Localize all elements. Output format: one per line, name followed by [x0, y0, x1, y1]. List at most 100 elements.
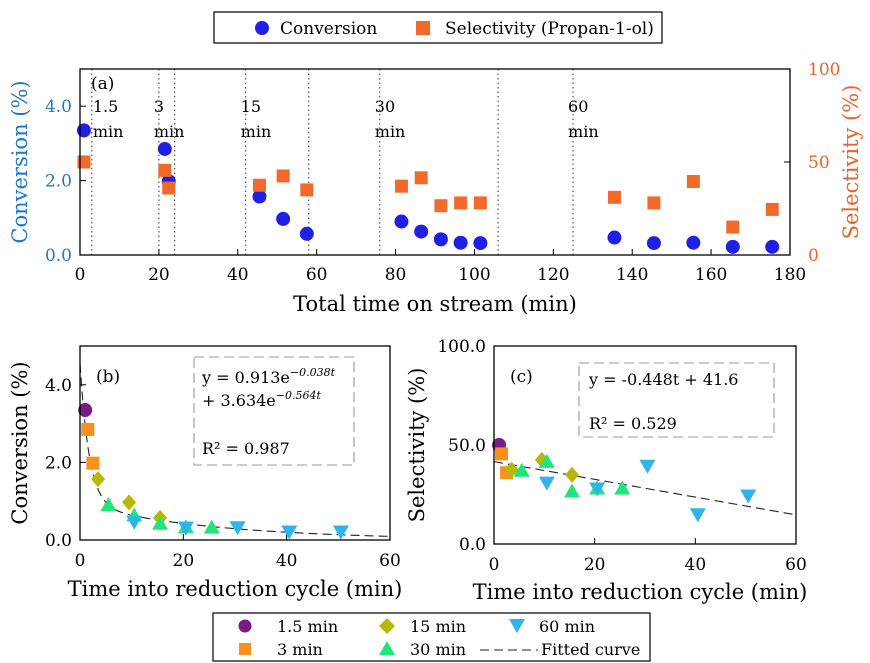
panel-b-fit-eq-line2: + 3.634e−0.564t: [202, 389, 321, 410]
panel-c-ytick-label: 100.0: [437, 337, 486, 357]
panel-c-triangle-up-point: [538, 453, 555, 468]
panel-c-square-point: [495, 447, 509, 461]
top-legend-frame: [213, 11, 663, 44]
selectivity-point: [158, 163, 172, 177]
panel-a-ylabel-left: Conversion (%): [8, 80, 32, 243]
panel-c-ytick-label: 50.0: [448, 436, 486, 456]
panel-a-right-ytick-label: 50: [808, 153, 830, 173]
panel-b-triangle-down-point: [332, 525, 349, 540]
panel-c-fit-eq: y = -0.448t + 41.6: [588, 370, 738, 389]
conversion-point: [252, 189, 267, 204]
conversion-point: [473, 236, 488, 251]
conversion-point: [433, 232, 448, 247]
panel-c-triangle-down-point: [689, 508, 706, 523]
cycle-label-unit: min: [241, 122, 272, 141]
cycle-label-unit: min: [93, 122, 124, 141]
panel-c-triangle-up-point: [614, 480, 631, 495]
selectivity-point: [394, 179, 408, 193]
conversion-point: [76, 123, 91, 138]
selectivity-point: [300, 183, 314, 197]
panel-b-square-point: [86, 456, 100, 470]
legend-60-min-label: 60 min: [539, 617, 595, 636]
panel-b-marks: [78, 403, 349, 540]
legend-15-min-marker: [379, 618, 395, 634]
panel-b-ytick-label: 4.0: [45, 376, 72, 396]
panel-b-xlabel: Time into reduction cycle (min): [68, 577, 403, 601]
cycle-label-value: 30: [375, 97, 395, 116]
panel-c-diamond-point: [504, 461, 519, 478]
panel-a-left-ytick-label: 4.0: [45, 97, 72, 117]
panel-a-frame: [79, 68, 791, 256]
cycle-label-unit: min: [568, 122, 599, 141]
panel-c-label: (c): [510, 367, 533, 387]
top-legend: Conversion Selectivity (Propan-1-ol): [213, 11, 663, 44]
legend-selectivity-marker: [416, 21, 430, 35]
legend-15-min-label: 15 min: [410, 617, 466, 636]
panel-b-ticks: 0 20 40 60 0.0 2.0 4.0: [45, 376, 401, 571]
selectivity-point: [607, 190, 621, 204]
panel-a-label: (a): [91, 74, 114, 94]
panel-a-cycle-labels: 1.5 min 3 min 15 min 30 min 60 min: [93, 97, 599, 141]
selectivity-point: [726, 220, 740, 234]
panel-a-xtick-label: 180: [774, 265, 806, 285]
legend-fit-label: Fitted curve: [541, 640, 640, 659]
panel-a-xlabel: Total time on stream (min): [293, 292, 577, 316]
conversion-point: [276, 211, 291, 226]
panel-a-xtick-label: 20: [148, 265, 170, 285]
cycle-label-value: 15: [241, 97, 261, 116]
panel-c-diamond-point: [565, 466, 580, 483]
panel-c-xtick-label: 40: [685, 555, 707, 575]
cycle-label-unit: min: [154, 122, 185, 141]
cycle-label-value: 1.5: [93, 97, 118, 116]
panel-b-xtick-label: 60: [379, 551, 401, 571]
cycle-label-value: 3: [154, 97, 164, 116]
legend-1-5-min-label: 1.5 min: [277, 617, 338, 636]
panel-a-xtick-label: 80: [385, 265, 407, 285]
panel-c-frame: [493, 345, 797, 545]
selectivity-point: [473, 196, 487, 210]
panel-a-xtick-label: 140: [616, 265, 648, 285]
selectivity-point: [434, 199, 448, 213]
panel-b-diamond-point: [91, 471, 106, 488]
conversion-point: [607, 230, 622, 245]
panel-b-xtick-label: 40: [276, 551, 298, 571]
panel-a-ticks: 0 20 40 60 80 100 120 140 160 180 0.0 2.0 4.0 0 50 100: [45, 60, 841, 285]
panel-a-xtick-label: 60: [306, 265, 328, 285]
selectivity-point: [454, 196, 468, 210]
panel-b: 0 20 40 60 0.0 2.0 4.0 (b) y = 0.913e−0.038t +…: [8, 345, 403, 601]
panel-c-triangle-down-point: [639, 459, 656, 474]
panel-b-xtick-label: 20: [173, 551, 195, 571]
selectivity-point: [252, 178, 266, 192]
panel-b-triangle-up-point: [100, 497, 117, 512]
selectivity-point: [77, 155, 91, 169]
conversion-point: [765, 239, 780, 254]
conversion-point: [157, 141, 172, 156]
panel-c-triangle-up-point: [513, 462, 530, 477]
panel-b-triangle-down-point: [126, 515, 143, 530]
bottom-legend-frame: [212, 612, 651, 662]
panel-b-fit-eq-line1: y = 0.913e−0.038t: [201, 366, 336, 387]
panel-c-triangle-down-point: [538, 476, 555, 491]
panel-c-xtick-label: 60: [785, 555, 807, 575]
panel-b-label: (b): [96, 367, 120, 387]
panel-c-fit-r2: R² = 0.529: [589, 414, 677, 433]
panel-c-xtick-label: 0: [489, 555, 500, 575]
selectivity-point: [765, 202, 779, 216]
panel-a-marks: [76, 123, 780, 254]
panel-a-xtick-label: 100: [458, 265, 490, 285]
conversion-point: [646, 236, 661, 251]
panel-b-xtick-label: 0: [75, 551, 86, 571]
panel-c-triangle-up-point: [564, 483, 581, 498]
panel-b-circle-point: [78, 403, 93, 418]
panel-c-triangle-down-point: [589, 482, 606, 497]
cycle-label-value: 60: [568, 97, 588, 116]
legend-60-min-marker: [509, 619, 525, 633]
legend-selectivity-label: Selectivity (Propan-1-ol): [445, 19, 654, 39]
panel-a-left-ytick-label: 0.0: [45, 246, 72, 266]
panel-c-xlabel: Time into reduction cycle (min): [473, 580, 808, 604]
panel-a-xtick-label: 120: [537, 265, 569, 285]
panel-b-triangle-up-point: [152, 515, 169, 530]
legend-30-min-label: 30 min: [410, 640, 466, 659]
panel-b-triangle-down-point: [229, 521, 246, 536]
